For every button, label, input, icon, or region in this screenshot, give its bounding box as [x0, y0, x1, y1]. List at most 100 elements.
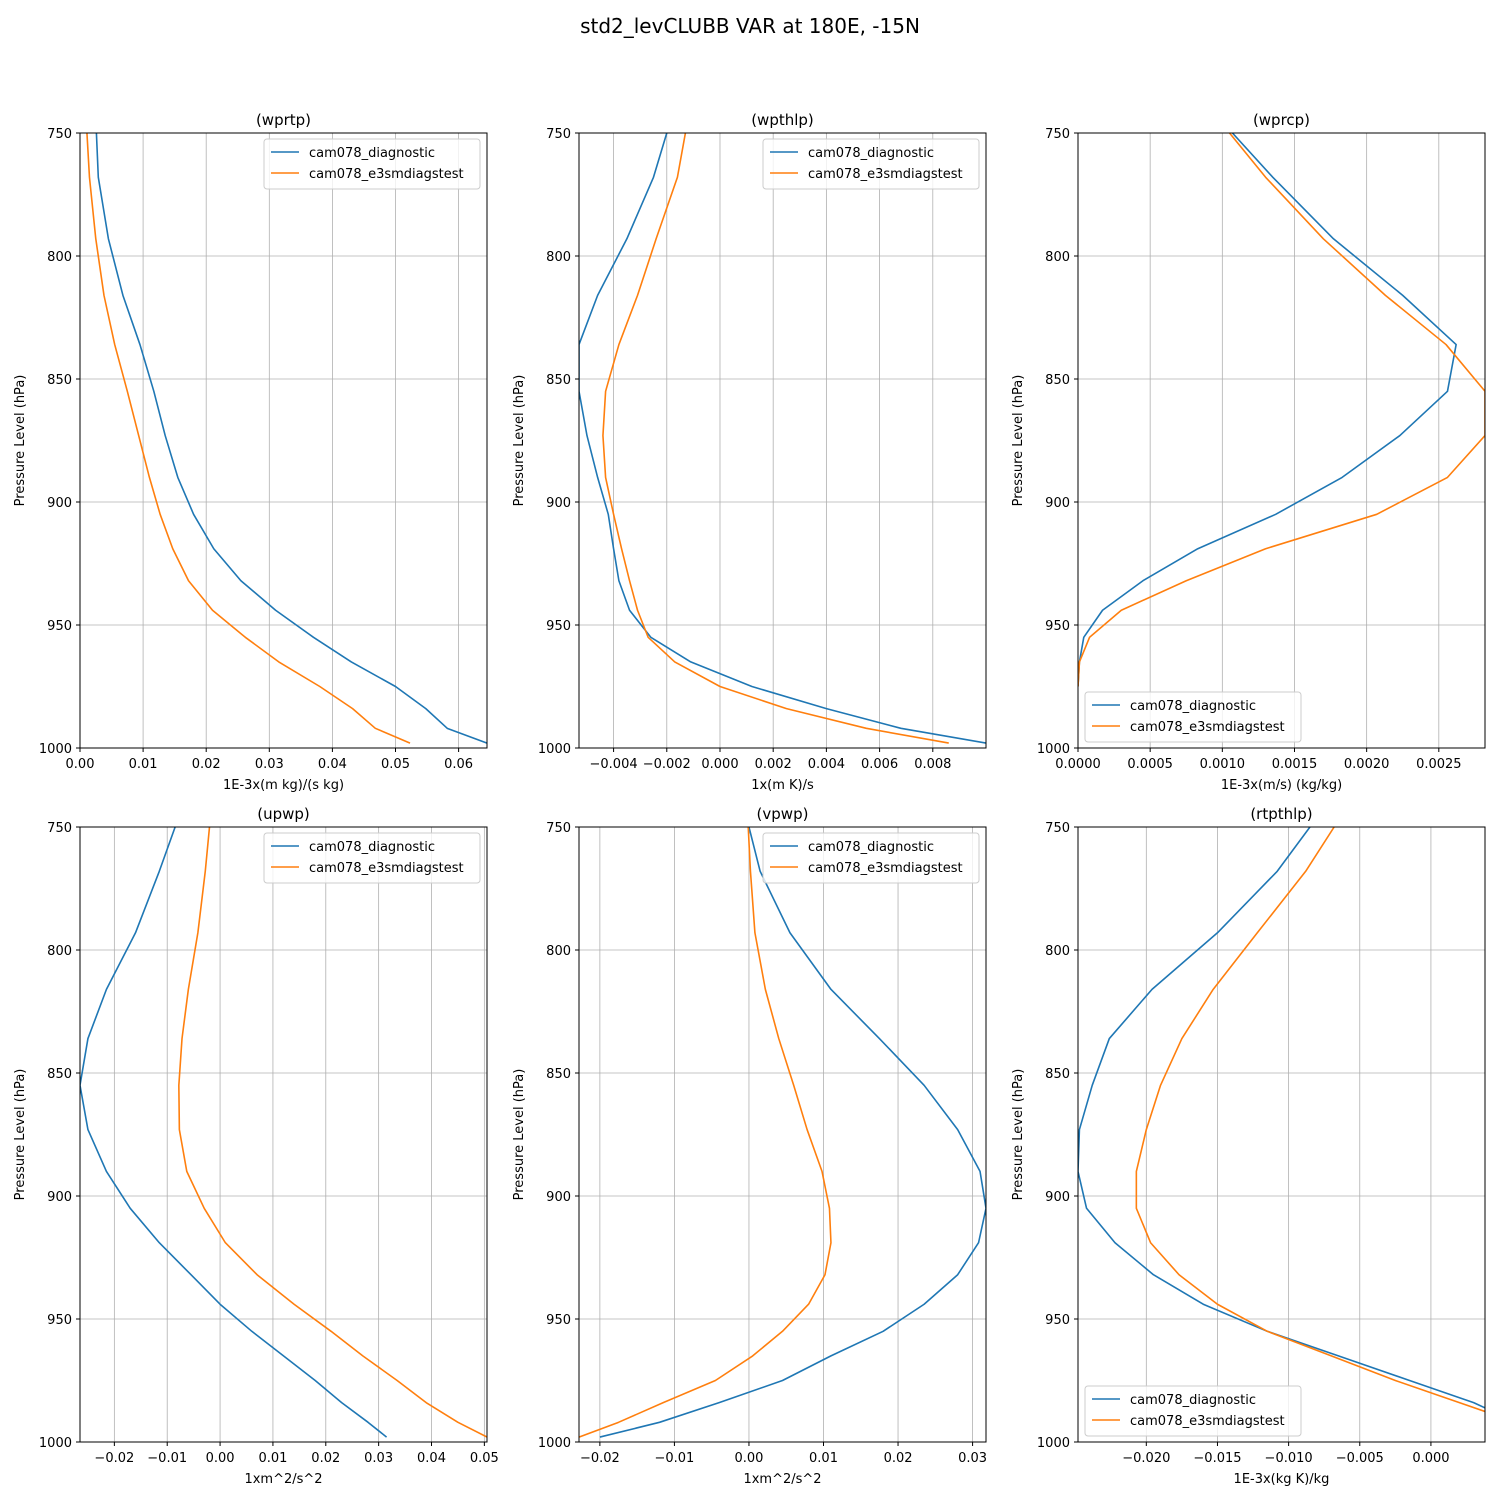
y-tick-label: 1000	[1037, 1436, 1070, 1451]
y-tick-label: 800	[1045, 250, 1070, 265]
y-tick-label: 850	[1045, 373, 1070, 388]
subplot-5: −0.02 −0.01 0.00 0.01 0.02 0.03 750 800 850 900 95…	[512, 805, 987, 1487]
y-tick-label: 950	[546, 619, 571, 634]
legend-box	[1084, 691, 1302, 743]
x-tick-label: 0.00	[206, 1451, 235, 1466]
subplot-title: (upwp)	[257, 805, 310, 823]
y-tick-label: 750	[546, 821, 571, 836]
legend: cam078_diagnostic cam078_e3smdiagstest	[1084, 691, 1302, 743]
legend-label: cam078_e3smdiagstest	[309, 861, 464, 876]
y-axis-label: Pressure Level (hPa)	[13, 375, 28, 507]
x-tick-label: 0.0015	[1272, 757, 1318, 772]
x-tick-label: 0.03	[255, 757, 284, 772]
y-tick-label: 750	[1045, 127, 1070, 142]
series-line-1	[579, 133, 986, 744]
x-tick-label: 0.02	[192, 757, 221, 772]
legend: cam078_diagnostic cam078_e3smdiagstest	[762, 832, 980, 884]
subplot-title: (rtpthlp)	[1250, 805, 1312, 823]
y-tick-label: 1000	[1037, 742, 1070, 757]
legend: cam078_diagnostic cam078_e3smdiagstest	[263, 832, 481, 884]
x-tick-label: −0.02	[94, 1451, 134, 1466]
y-tick-label: 750	[47, 127, 72, 142]
series-line-1	[1078, 133, 1457, 687]
y-tick-label: 900	[546, 1190, 571, 1205]
y-tick-label: 750	[546, 127, 571, 142]
legend-box	[762, 832, 980, 884]
x-tick-label: −0.01	[654, 1451, 694, 1466]
y-tick-label: 800	[1045, 944, 1070, 959]
series-line-2	[579, 827, 832, 1438]
legend: cam078_diagnostic cam078_e3smdiagstest	[1084, 1385, 1302, 1437]
legend-label: cam078_e3smdiagstest	[1130, 720, 1285, 735]
x-tick-label: −0.004	[590, 757, 638, 772]
x-tick-label: 0.01	[258, 1451, 287, 1466]
legend-label: cam078_e3smdiagstest	[808, 861, 963, 876]
y-tick-label: 1000	[39, 742, 72, 757]
axes-frame	[578, 826, 987, 1443]
series-line-1	[599, 827, 986, 1438]
y-axis-label: Pressure Level (hPa)	[1011, 1069, 1026, 1201]
axes-frame	[578, 132, 987, 749]
legend: cam078_diagnostic cam078_e3smdiagstest	[762, 138, 980, 190]
y-axis-label: Pressure Level (hPa)	[13, 1069, 28, 1201]
subplot-4: −0.02 −0.01 0.00 0.01 0.02 0.03 0.04 0.05 750 800…	[13, 805, 499, 1487]
y-tick-label: 900	[47, 1190, 72, 1205]
series-line-2	[178, 827, 487, 1438]
y-axis-label: Pressure Level (hPa)	[512, 1069, 527, 1201]
y-tick-label: 800	[546, 250, 571, 265]
y-tick-label: 900	[1045, 1190, 1070, 1205]
y-tick-label: 850	[47, 373, 72, 388]
x-tick-label: 0.0010	[1200, 757, 1246, 772]
x-tick-label: 0.05	[470, 1451, 499, 1466]
series-line-1	[1078, 827, 1485, 1409]
x-tick-label: −0.020	[1122, 1451, 1170, 1466]
legend-box	[762, 138, 980, 190]
axes-frame	[1077, 826, 1486, 1443]
x-tick-label: 0.008	[914, 757, 951, 772]
y-tick-label: 850	[546, 373, 571, 388]
subplot-3: 0.0000 0.0005 0.0010 0.0015 0.0020 0.0025 750 8…	[1011, 111, 1486, 793]
y-tick-label: 1000	[39, 1436, 72, 1451]
y-tick-label: 850	[47, 1067, 72, 1082]
x-tick-label: 0.002	[755, 757, 792, 772]
figure-title: std2_levCLUBB VAR at 180E, -15N	[580, 14, 920, 38]
legend-label: cam078_diagnostic	[309, 840, 435, 855]
y-tick-label: 900	[546, 496, 571, 511]
y-tick-label: 800	[47, 944, 72, 959]
y-tick-label: 1000	[538, 742, 571, 757]
series-line-1	[95, 133, 487, 744]
x-axis-label: 1E-3x(kg K)/kg	[1234, 1472, 1330, 1487]
series-line-2	[1078, 133, 1485, 687]
y-tick-label: 900	[1045, 496, 1070, 511]
subplot-title: (wprtp)	[256, 111, 311, 129]
x-tick-label: 0.0005	[1127, 757, 1173, 772]
legend-box	[263, 832, 481, 884]
series-line-2	[86, 133, 411, 744]
x-tick-label: −0.01	[147, 1451, 187, 1466]
x-tick-label: 0.02	[884, 1451, 913, 1466]
subplot-1: 0.00 0.01 0.02 0.03 0.04 0.05 0.06 750 800 850 900…	[13, 111, 488, 793]
subplot-title: (vpwp)	[757, 805, 809, 823]
y-tick-label: 950	[47, 619, 72, 634]
y-tick-label: 950	[1045, 1313, 1070, 1328]
x-tick-label: 0.0000	[1055, 757, 1101, 772]
axes-frame	[1077, 132, 1486, 749]
y-axis-label: Pressure Level (hPa)	[1011, 375, 1026, 507]
y-tick-label: 950	[1045, 619, 1070, 634]
x-tick-label: 0.000	[1412, 1451, 1449, 1466]
subplot-2: −0.004 −0.002 0.000 0.002 0.004 0.006 0.008 750…	[512, 111, 987, 793]
x-tick-label: 0.006	[861, 757, 898, 772]
y-tick-label: 800	[546, 944, 571, 959]
series-line-1	[80, 827, 388, 1438]
x-tick-label: 0.00	[734, 1451, 763, 1466]
x-tick-label: 0.05	[381, 757, 410, 772]
legend-label: cam078_diagnostic	[309, 146, 435, 161]
y-tick-label: 750	[1045, 821, 1070, 836]
legend-box	[1084, 1385, 1302, 1437]
legend: cam078_diagnostic cam078_e3smdiagstest	[263, 138, 481, 190]
y-tick-label: 900	[47, 496, 72, 511]
x-tick-label: 0.04	[318, 757, 347, 772]
y-tick-label: 800	[47, 250, 72, 265]
x-tick-label: 0.0025	[1416, 757, 1462, 772]
